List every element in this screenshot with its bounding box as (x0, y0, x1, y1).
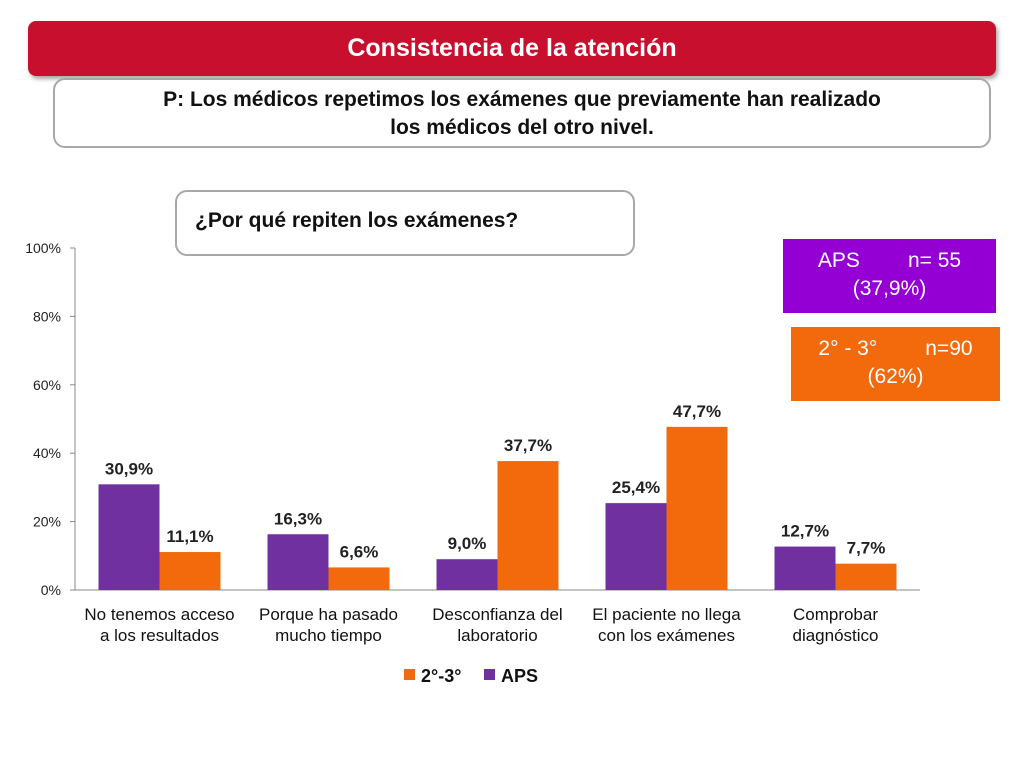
y-tick-label: 80% (33, 308, 61, 324)
sub-question-box: ¿Por qué repiten los exámenes? (175, 190, 635, 256)
data-label: 6,6% (340, 542, 379, 561)
data-label: 47,7% (673, 402, 721, 421)
bar-secondary (328, 567, 390, 590)
data-label: 12,7% (781, 522, 829, 541)
question-box: P: Los médicos repetimos los exámenes qu… (53, 78, 991, 148)
x-category-label: El paciente no llega (592, 605, 741, 624)
legend-swatch (404, 669, 415, 680)
bar-secondary (835, 563, 897, 590)
x-category-label: Comprobar (793, 605, 878, 624)
secondary-badge-name: 2° - 3° (818, 337, 878, 360)
secondary-sample-badge: 2° - 3° n=90 (62%) (791, 327, 1000, 401)
bar-aps (605, 503, 667, 590)
bar-aps (98, 484, 160, 590)
bar-secondary (497, 461, 559, 590)
x-category-label: No tenemos acceso (84, 605, 234, 624)
x-category-label: con los exámenes (598, 626, 735, 645)
legend-swatch (484, 669, 495, 680)
aps-badge-n: n= 55 (907, 249, 962, 272)
data-label: 9,0% (448, 534, 487, 553)
question-line-2: los médicos del otro nivel. (390, 116, 654, 139)
secondary-badge-pct: (62%) (867, 365, 924, 388)
data-label: 25,4% (612, 478, 660, 497)
data-label: 7,7% (847, 539, 886, 558)
bar-secondary (159, 552, 221, 590)
bar-aps (267, 534, 329, 590)
y-tick-label: 60% (33, 377, 61, 393)
aps-badge-pct: (37,9%) (852, 277, 927, 300)
secondary-badge-n: n=90 (925, 337, 973, 360)
legend-label: APS (501, 666, 538, 686)
data-label: 11,1% (166, 527, 213, 546)
slide-title: Consistencia de la atención (28, 21, 996, 76)
y-tick-label: 0% (41, 582, 61, 598)
data-label: 16,3% (274, 509, 322, 528)
legend-label: 2°-3° (421, 666, 461, 686)
aps-sample-badge: APS n= 55 (37,9%) (783, 239, 996, 313)
x-category-label: Porque ha pasado (259, 605, 398, 624)
question-line-1: P: Los médicos repetimos los exámenes qu… (163, 88, 881, 111)
y-tick-label: 40% (33, 445, 61, 461)
bar-secondary (666, 426, 728, 590)
bar-aps (436, 559, 498, 590)
x-category-label: diagnóstico (792, 626, 878, 645)
data-label: 30,9% (105, 459, 153, 478)
data-label: 37,7% (504, 436, 552, 455)
x-category-label: a los resultados (100, 626, 219, 645)
x-category-label: Desconfianza del (432, 605, 562, 624)
y-tick-label: 20% (33, 514, 61, 530)
x-category-label: laboratorio (457, 626, 537, 645)
y-tick-label: 100% (25, 240, 61, 256)
aps-badge-name: APS (817, 249, 860, 272)
x-category-label: mucho tiempo (275, 626, 382, 645)
bar-aps (774, 546, 836, 590)
